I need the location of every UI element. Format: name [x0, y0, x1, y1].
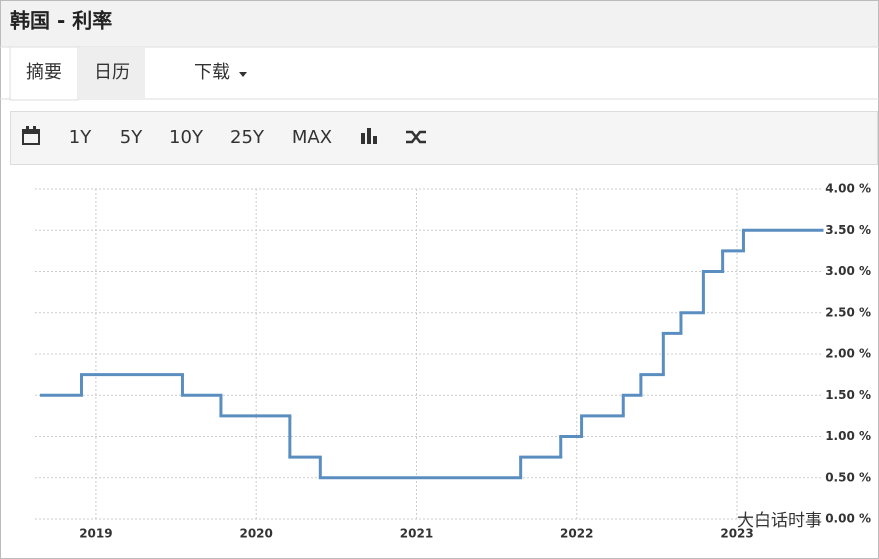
range-button[interactable]: MAX: [292, 127, 332, 148]
toolbar: [10, 111, 878, 165]
y-tick-label: 4.00 %: [825, 182, 871, 196]
calendar-icon[interactable]: [22, 126, 40, 145]
y-tick-label: 3.50 %: [825, 223, 871, 237]
tab[interactable]: [79, 47, 145, 99]
tab-label[interactable]: 日历: [94, 62, 130, 83]
tab-label[interactable]: 摘要: [26, 62, 62, 83]
range-button[interactable]: 1Y: [69, 127, 92, 148]
x-tick-label: 2021: [400, 527, 433, 541]
y-tick-label: 2.00 %: [825, 347, 871, 361]
tab-label[interactable]: 下载: [194, 62, 230, 83]
range-button[interactable]: 25Y: [230, 127, 265, 148]
header-bar: [1, 1, 878, 47]
range-button[interactable]: 10Y: [169, 127, 204, 148]
dropdown-caret: [239, 72, 247, 77]
range-button[interactable]: 5Y: [120, 127, 143, 148]
tab-active[interactable]: [9, 46, 79, 101]
y-tick-label: 1.00 %: [825, 429, 871, 443]
y-tick-label: 3.00 %: [825, 264, 871, 278]
shuffle-icon[interactable]: [406, 130, 426, 144]
title: 韩国 - 利率: [10, 9, 112, 33]
x-tick-label: 2020: [239, 527, 272, 541]
y-tick-label: 1.50 %: [825, 388, 871, 402]
x-tick-label: 2019: [79, 527, 112, 541]
y-tick-label: 0.50 %: [825, 470, 871, 484]
y-tick-label: 2.50 %: [825, 305, 871, 319]
x-tick-label: 2022: [560, 527, 593, 541]
x-tick-label: 2023: [720, 527, 753, 541]
y-tick-label: 0.00 %: [825, 512, 871, 526]
watermark: 大白话时事: [737, 511, 822, 531]
bar-chart-icon[interactable]: [361, 128, 377, 144]
